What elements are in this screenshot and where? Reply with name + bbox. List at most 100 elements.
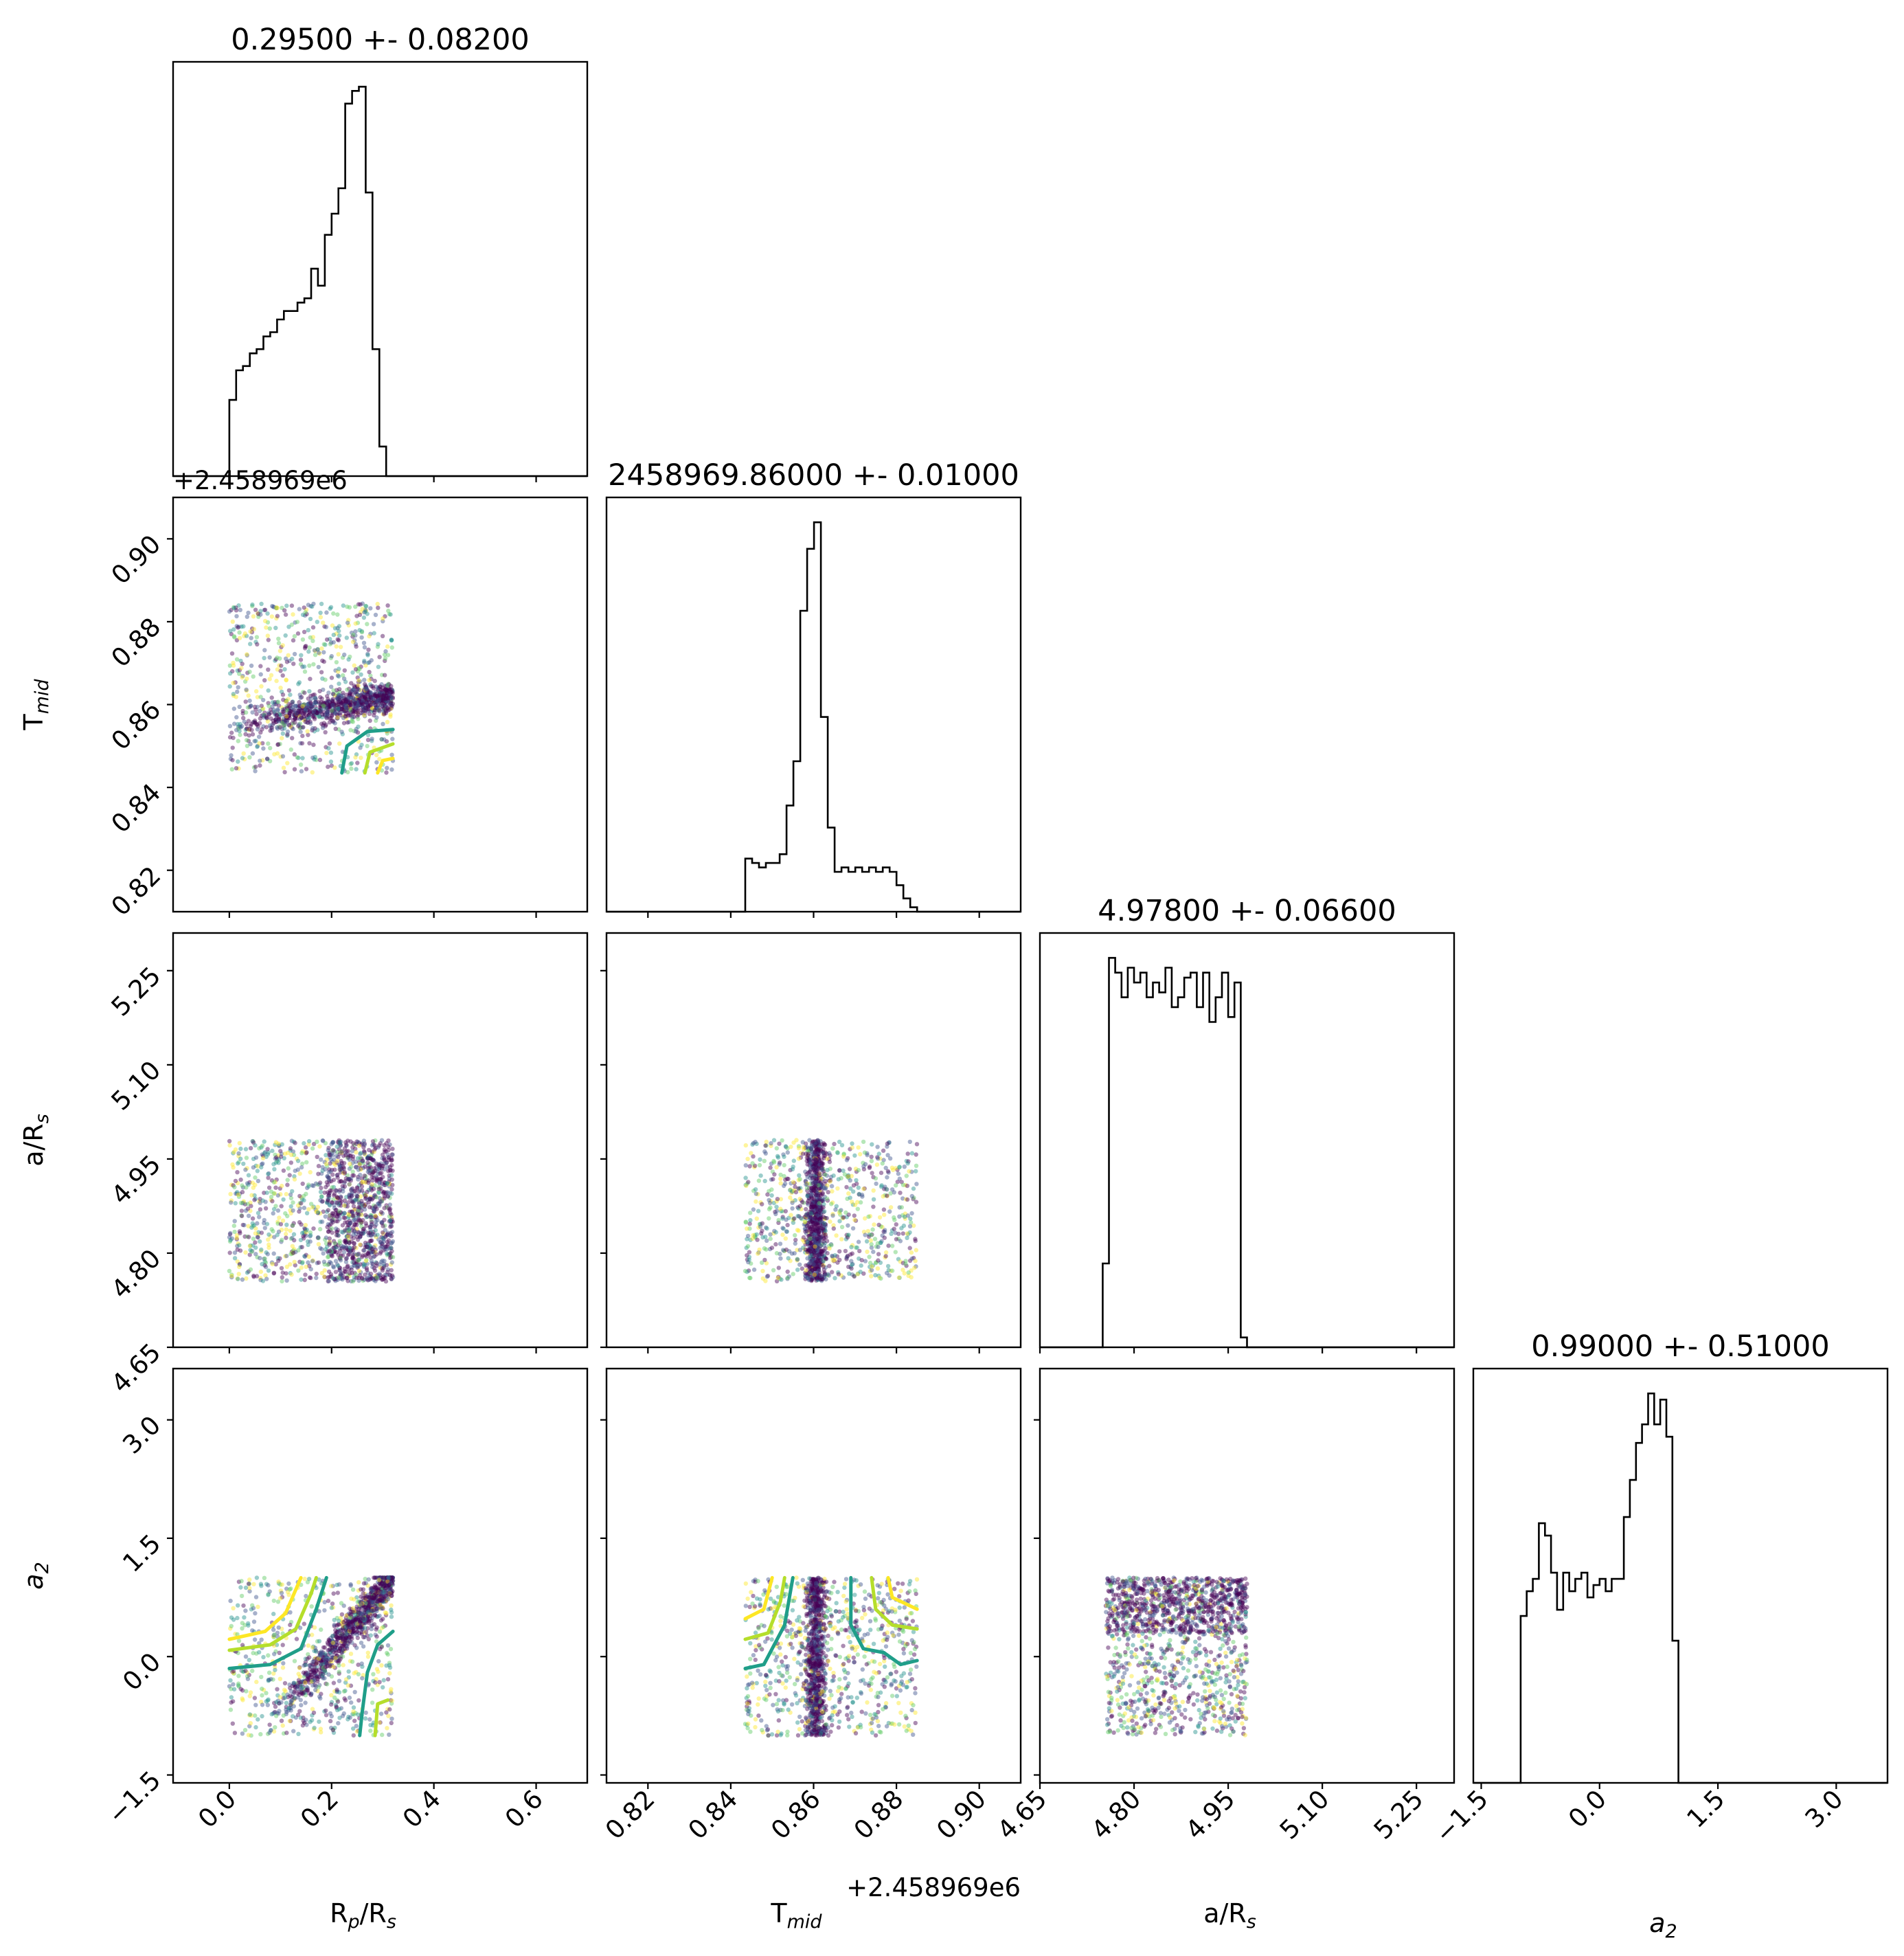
scatter-point	[239, 1213, 245, 1219]
scatter-point	[326, 709, 330, 715]
scatter-point	[285, 761, 290, 765]
scatter-point	[271, 1211, 275, 1216]
scatter-point	[797, 1262, 802, 1267]
scatter-point	[318, 615, 324, 620]
scatter-point	[357, 1162, 362, 1167]
scatter-point	[846, 1174, 851, 1179]
scatter-point	[249, 663, 254, 668]
scatter-point	[811, 1139, 815, 1145]
scatter-point	[324, 625, 328, 629]
scatter-point	[337, 707, 341, 712]
scatter-point	[295, 620, 300, 625]
scatter-point	[345, 1263, 350, 1268]
scatter-point	[292, 1259, 297, 1265]
scatter-point	[348, 713, 352, 718]
scatter-point	[333, 726, 338, 732]
scatter-point	[783, 1209, 789, 1214]
scatter-point	[345, 620, 350, 625]
scatter-point	[231, 706, 236, 711]
scatter-point	[848, 1186, 853, 1191]
scatter-point	[782, 1183, 786, 1189]
scatter-point	[902, 1214, 907, 1219]
scatter-point	[236, 1151, 241, 1156]
scatter-point	[390, 1147, 395, 1151]
scatter-point	[241, 624, 246, 629]
scatter-point	[821, 1248, 826, 1253]
scatter-point	[898, 1191, 903, 1195]
scatter-point	[763, 1235, 768, 1239]
scatter-point	[353, 755, 358, 760]
scatter-point	[250, 732, 256, 737]
scatter-point	[383, 695, 388, 700]
scatter-point	[285, 1182, 290, 1187]
scatter-point	[745, 1226, 749, 1231]
scatter-point	[230, 758, 235, 763]
scatter-point	[275, 699, 281, 704]
scatter-point	[335, 705, 340, 710]
scatter-point	[342, 668, 347, 673]
scatter-point	[350, 670, 355, 675]
scatter-point	[260, 1156, 266, 1161]
scatter-point	[240, 1277, 245, 1282]
scatter-point	[841, 1154, 846, 1159]
scatter-point	[272, 1167, 277, 1172]
scatter-point	[804, 1172, 809, 1177]
scatter-point	[912, 1266, 917, 1270]
scatter-point	[232, 1184, 237, 1190]
scatter-point	[327, 741, 332, 746]
scatter-point	[264, 1277, 269, 1281]
scatter-point	[297, 607, 302, 611]
scatter-point	[914, 1163, 919, 1169]
scatter-point	[900, 1182, 906, 1187]
scatter-point	[250, 602, 255, 607]
scatter-point	[327, 1241, 332, 1246]
scatter-point	[297, 1171, 302, 1176]
scatter-point	[827, 1151, 832, 1156]
scatter-point	[776, 1266, 782, 1270]
scatter-point	[352, 1217, 357, 1222]
scatter-point	[358, 602, 363, 607]
scatter-point	[358, 1218, 363, 1223]
scatter-point	[253, 1143, 258, 1148]
scatter-point	[331, 719, 336, 723]
scatter-point	[861, 1164, 866, 1169]
scatter-point	[351, 1733, 356, 1738]
scatter-point	[234, 1235, 239, 1241]
scatter-point	[743, 1143, 749, 1148]
scatter-point	[235, 689, 240, 695]
scatter-point	[813, 1150, 817, 1155]
scatter-point	[257, 1215, 262, 1219]
scatter-point	[359, 1641, 364, 1645]
scatter-point	[356, 724, 361, 729]
scatter-point	[837, 1249, 842, 1254]
scatter-point	[374, 1263, 379, 1268]
scatter-point	[253, 1611, 258, 1616]
scatter-point	[324, 750, 329, 756]
scatter-point	[276, 1141, 281, 1146]
scatter-point	[356, 1698, 361, 1703]
scatter-point	[299, 1702, 304, 1708]
scatter-point	[893, 1250, 898, 1255]
scatter-point	[753, 1199, 758, 1204]
scatter-point	[305, 729, 310, 734]
scatter-point	[273, 1204, 278, 1209]
scatter-point	[331, 692, 336, 697]
scatter-point	[231, 1165, 236, 1170]
scatter-point	[280, 1275, 284, 1280]
scatter-point	[342, 701, 348, 706]
scatter-point	[836, 1177, 841, 1182]
scatter-point	[339, 694, 343, 699]
scatter-point	[811, 1167, 816, 1172]
scatter-point	[280, 1279, 284, 1284]
scatter-point	[291, 1250, 296, 1255]
scatter-point	[365, 692, 370, 697]
scatter-point	[370, 709, 374, 714]
scatter-point	[375, 708, 380, 712]
scatter-point	[390, 1255, 396, 1260]
scatter-point	[341, 673, 345, 678]
scatter-point	[317, 708, 322, 713]
scatter-point	[268, 745, 273, 751]
scatter-point	[771, 1158, 776, 1164]
scatter-point	[235, 668, 240, 673]
scatter-point	[796, 1186, 801, 1191]
